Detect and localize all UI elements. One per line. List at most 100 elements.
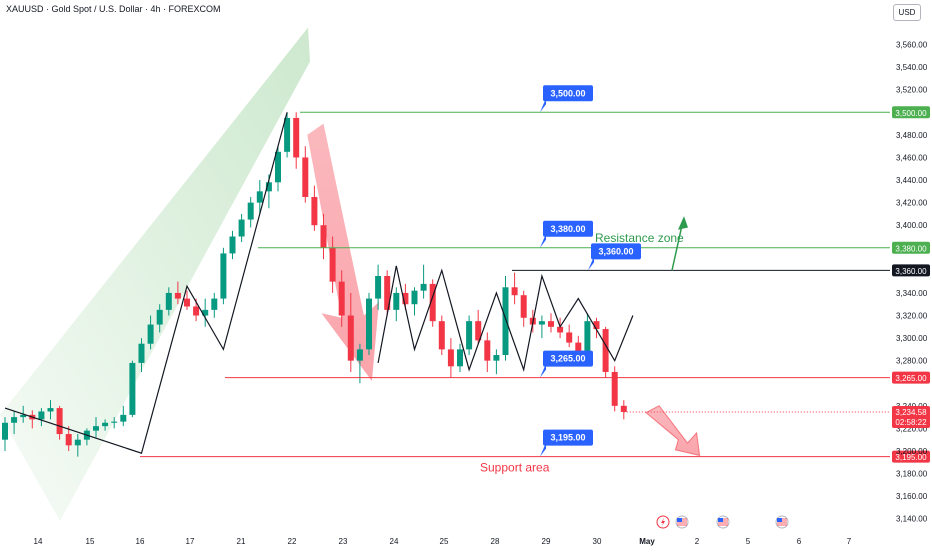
x-tick-label: 16: [136, 537, 145, 546]
candle-body: [584, 321, 591, 361]
candle-body: [366, 298, 372, 350]
candle-body: [457, 349, 463, 367]
y-tick-label: 3,480.00: [896, 131, 928, 140]
tag-text: 3,195.00: [550, 433, 585, 443]
candle-body: [411, 290, 418, 305]
candle-body: [193, 306, 200, 316]
candle-body: [284, 117, 291, 152]
candle-body: [520, 295, 527, 318]
current-price-text: 3,234.58: [895, 408, 927, 417]
axis-level-text: 3,195.00: [895, 453, 927, 462]
axis-level-badge: [892, 106, 930, 119]
y-tick-label: 3,160.00: [896, 492, 928, 501]
tag-box: [543, 85, 593, 102]
candle-body: [247, 202, 254, 220]
candle-body: [56, 408, 63, 435]
candle-body: [184, 298, 190, 307]
candle-body: [102, 422, 109, 427]
x-tick-label: 6: [797, 537, 802, 546]
axis-level-text: 3,380.00: [895, 244, 927, 253]
level-tag: 3,195.00: [540, 429, 593, 457]
y-tick-label: 3,420.00: [896, 199, 928, 208]
tag-pointer: [588, 256, 594, 271]
tag-text: 3,380.00: [550, 224, 585, 234]
candle-body: [265, 182, 272, 192]
candle-body: [393, 292, 400, 310]
flag-canton: [777, 518, 782, 522]
x-tick-label: 23: [339, 537, 348, 546]
x-tick-label: 17: [186, 537, 195, 546]
candle-body: [138, 343, 145, 363]
support-annotation: Support area: [480, 461, 550, 475]
up-arrow-head: [678, 216, 688, 230]
axis-level-text: 3,265.00: [895, 374, 927, 383]
candle-body: [384, 276, 391, 310]
candle-body: [557, 326, 564, 333]
y-tick-label: 3,460.00: [896, 153, 928, 162]
x-tick-label: 30: [593, 537, 602, 546]
candle-body: [302, 157, 309, 197]
current-price-badge: [892, 405, 930, 428]
candle-body: [47, 408, 54, 412]
candle-body: [275, 151, 281, 183]
candle-body: [502, 287, 509, 356]
x-tick-label: 21: [237, 537, 246, 546]
tag-box: [543, 350, 593, 367]
candle-body: [256, 191, 263, 203]
candle-body: [493, 355, 500, 361]
lightning-glyph: [661, 518, 665, 526]
level-tag: 3,360.00: [588, 243, 641, 271]
candle-body: [329, 247, 336, 282]
resistance-annotation: Resistance zone: [595, 231, 684, 245]
axis-level-badge: [892, 241, 930, 254]
candle-body: [229, 236, 236, 254]
tag-text: 3,265.00: [550, 354, 585, 364]
candle-body: [238, 219, 245, 237]
tag-box: [543, 220, 593, 237]
y-tick-label: 3,300.00: [896, 334, 928, 343]
candle-body: [466, 321, 473, 350]
candle-body: [156, 309, 163, 325]
tag-text: 3,500.00: [550, 88, 585, 98]
candle-body: [111, 421, 118, 423]
rising-channel: [0, 27, 310, 521]
candle-body: [511, 287, 518, 296]
candle-body: [447, 349, 454, 367]
candle-body: [65, 434, 72, 446]
candle-body: [74, 439, 81, 446]
axis-level-text: 3,500.00: [895, 109, 927, 118]
x-tick-label: 22: [288, 537, 297, 546]
y-tick-label: 3,520.00: [896, 86, 928, 95]
tag-pointer: [540, 363, 546, 378]
y-tick-label: 3,400.00: [896, 221, 928, 230]
down-arrow-2: [645, 405, 701, 457]
candle-body: [347, 315, 354, 361]
currency-button[interactable]: USD: [893, 4, 921, 21]
candle-body: [93, 426, 99, 431]
candle-body: [147, 324, 154, 344]
x-tick-label: 28: [491, 537, 500, 546]
x-tick-label: 24: [390, 537, 399, 546]
zigzag-up: [4, 112, 288, 455]
level-tag: 3,265.00: [540, 350, 593, 378]
x-tick-label: 2: [695, 537, 700, 546]
candle-body: [438, 321, 445, 350]
candle-body: [120, 414, 127, 422]
candle-body: [293, 117, 300, 158]
y-tick-label: 3,340.00: [896, 289, 928, 298]
candle-body: [475, 321, 482, 341]
candle-body: [311, 196, 318, 226]
candle-body: [620, 405, 627, 412]
tag-box: [543, 429, 593, 446]
y-tick-label: 3,140.00: [896, 515, 928, 524]
up-arrow-shaft: [671, 225, 683, 271]
candle-body: [211, 298, 218, 310]
axis-level-text: 3,360.00: [895, 267, 927, 276]
axis-level-badge: [892, 264, 930, 277]
y-tick-label: 3,220.00: [896, 424, 928, 433]
tag-pointer: [540, 233, 546, 248]
y-tick-label: 3,180.00: [896, 470, 928, 479]
candle-body: [602, 329, 609, 372]
